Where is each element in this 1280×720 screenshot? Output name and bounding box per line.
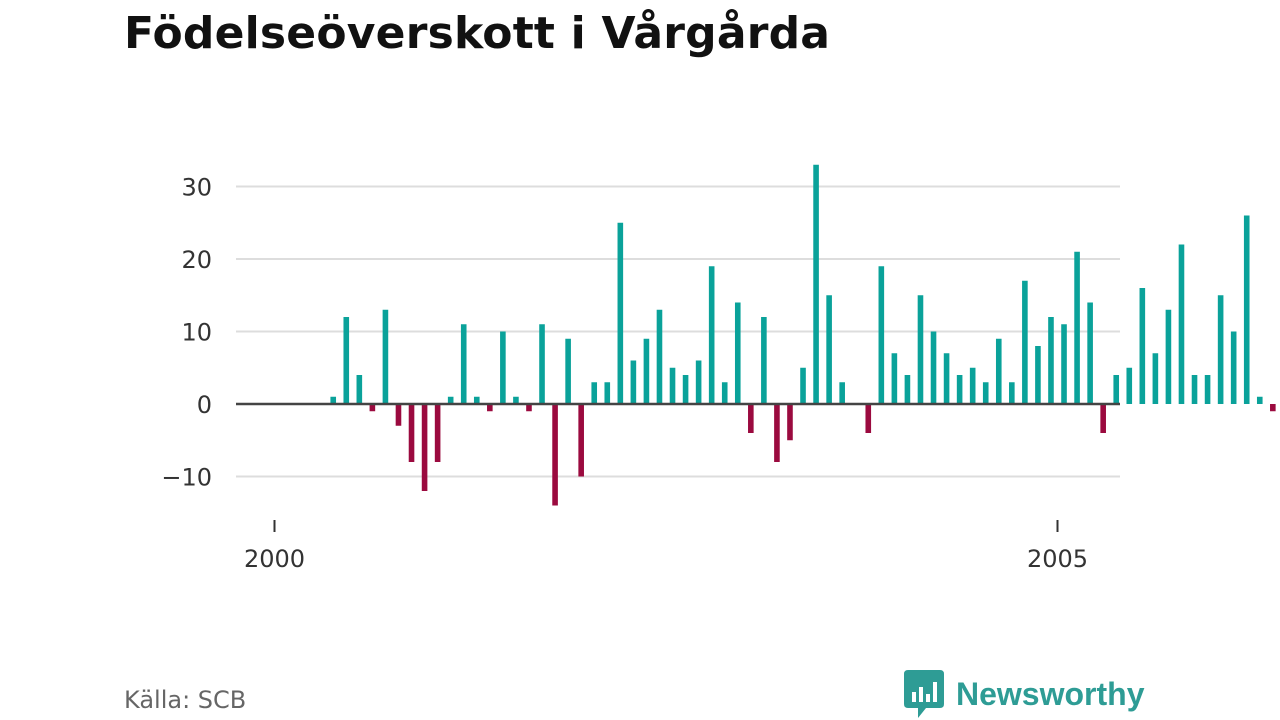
bar-positive bbox=[343, 317, 350, 404]
bar-positive bbox=[1074, 251, 1080, 404]
bar-positive bbox=[500, 331, 506, 404]
bar-positive bbox=[539, 324, 545, 404]
gridlines bbox=[236, 185, 1120, 478]
bar-positive bbox=[917, 295, 924, 404]
bar-positive bbox=[761, 317, 767, 404]
bar-positive bbox=[695, 360, 702, 404]
bar-negative bbox=[552, 404, 558, 506]
brand-logo: Newsworthy bbox=[904, 670, 1144, 718]
bar-positive bbox=[643, 338, 650, 404]
y-tick-label: 30 bbox=[181, 174, 212, 202]
bar-positive bbox=[813, 164, 819, 404]
bar-positive bbox=[1126, 367, 1133, 404]
bar-negative bbox=[395, 404, 402, 426]
bar-positive bbox=[839, 382, 845, 404]
bar-positive bbox=[1217, 295, 1224, 404]
bar-negative bbox=[748, 404, 754, 433]
bar-positive bbox=[1204, 375, 1211, 404]
bar-positive bbox=[1165, 309, 1172, 404]
chart-title: Födelseöverskott i Vårgårda bbox=[124, 8, 831, 59]
bar-positive bbox=[721, 382, 728, 404]
bar-negative bbox=[787, 404, 793, 441]
y-tick-label: 10 bbox=[181, 319, 212, 347]
bar-negative bbox=[526, 404, 532, 412]
bar-positive bbox=[1087, 302, 1093, 404]
bar-positive bbox=[956, 375, 963, 404]
bar-positive bbox=[669, 367, 676, 404]
bar-positive bbox=[1009, 382, 1015, 404]
bar-positive bbox=[617, 222, 624, 404]
bar-positive bbox=[682, 375, 689, 404]
bar-positive bbox=[995, 338, 1002, 404]
brand-name: Newsworthy bbox=[956, 675, 1145, 712]
bar-positive bbox=[1113, 375, 1120, 404]
bar-positive bbox=[473, 396, 480, 404]
bar-positive bbox=[630, 360, 637, 404]
bar-positive bbox=[447, 396, 454, 404]
x-tick-label: 2005 bbox=[1027, 545, 1088, 573]
y-tick-label: 20 bbox=[181, 246, 212, 274]
bar-positive bbox=[904, 375, 911, 404]
bar-positive bbox=[565, 338, 571, 404]
bar-positive bbox=[460, 324, 467, 404]
x-tick-label: 2000 bbox=[244, 545, 305, 573]
y-axis-tick-labels: −10 0 10 20 30 bbox=[161, 174, 212, 492]
bar-positive bbox=[1230, 331, 1237, 404]
bar-positive bbox=[878, 266, 885, 404]
bar-positive bbox=[1061, 324, 1067, 404]
bar-negative bbox=[369, 404, 376, 412]
bar-positive bbox=[930, 331, 937, 404]
bar-negative bbox=[865, 404, 872, 433]
bar-negative bbox=[774, 404, 780, 462]
y-tick-label: −10 bbox=[161, 464, 212, 492]
bar-positive bbox=[591, 382, 598, 404]
bar-positive bbox=[1178, 244, 1185, 404]
bar-positive bbox=[1035, 346, 1041, 404]
bar-positive bbox=[513, 396, 519, 404]
bar-positive bbox=[891, 353, 898, 404]
y-tick-label: 0 bbox=[197, 391, 212, 419]
bar-positive bbox=[982, 382, 989, 404]
bar-positive bbox=[1243, 215, 1250, 404]
x-axis: 200020052010201520202025 bbox=[244, 520, 1088, 573]
bar-positive bbox=[1152, 353, 1159, 404]
source-note: Källa: SCB bbox=[124, 686, 247, 714]
bar-negative bbox=[421, 404, 428, 491]
bar-positive bbox=[1191, 375, 1198, 404]
bar-positive bbox=[734, 302, 741, 404]
bar-positive bbox=[826, 295, 832, 404]
bar-negative bbox=[1270, 404, 1276, 412]
bar-positive bbox=[656, 309, 663, 404]
bar-negative bbox=[408, 404, 415, 462]
bars bbox=[330, 164, 1276, 506]
bar-positive bbox=[969, 367, 976, 404]
bar-positive bbox=[1048, 317, 1054, 404]
bar-positive bbox=[356, 375, 363, 404]
bar-positive bbox=[604, 382, 611, 404]
bar-positive bbox=[1139, 288, 1146, 404]
bar-negative bbox=[1100, 404, 1106, 433]
bar-positive bbox=[708, 266, 715, 404]
bar-negative bbox=[434, 404, 441, 462]
bar-positive bbox=[1256, 396, 1263, 404]
newsworthy-logo-icon bbox=[904, 670, 944, 718]
bar-positive bbox=[800, 367, 806, 404]
bar-positive bbox=[943, 353, 950, 404]
bar-positive bbox=[330, 396, 337, 404]
bar-negative bbox=[487, 404, 493, 412]
bar-positive bbox=[382, 309, 389, 404]
bar-negative bbox=[578, 404, 584, 477]
bar-positive bbox=[1022, 280, 1028, 404]
